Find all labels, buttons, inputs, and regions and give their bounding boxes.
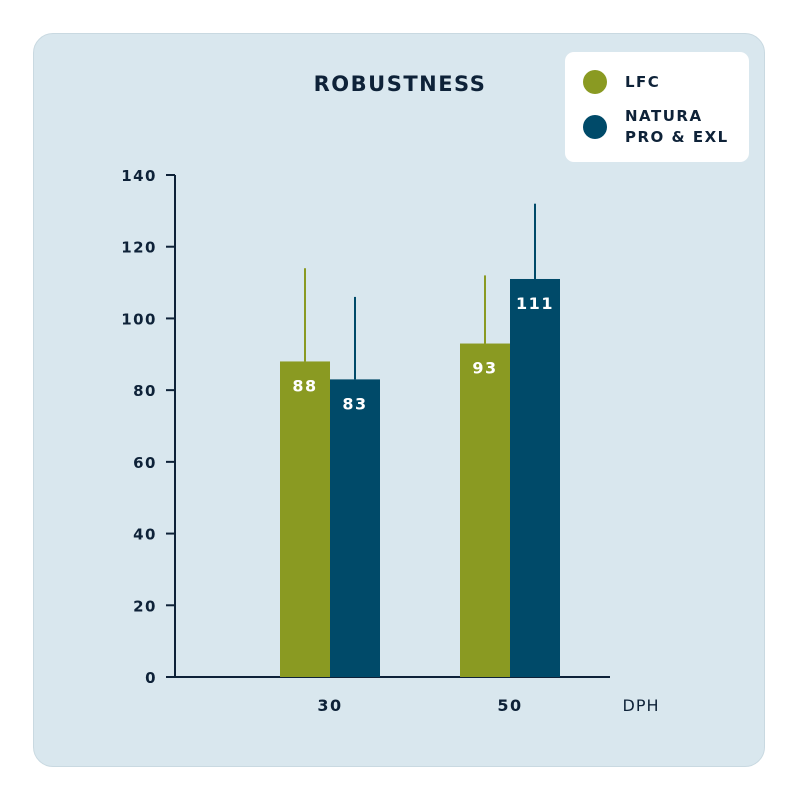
bar-natura-50 [510, 278, 560, 677]
chart-title: ROBUSTNESS [313, 72, 487, 96]
legend-swatch-lfc [583, 70, 607, 94]
bar-lfc-30 [280, 361, 330, 677]
legend-item-lfc: LFC [583, 70, 660, 94]
y-tick-label: 120 [121, 239, 157, 257]
data-label-lfc-50: 93 [472, 359, 497, 378]
legend-item-natura: NATURA PRO & EXL [583, 106, 729, 148]
legend: LFC NATURA PRO & EXL [565, 52, 749, 162]
legend-label-natura: NATURA PRO & EXL [625, 107, 729, 146]
y-tick-label: 100 [121, 310, 157, 328]
x-tick-label: 50 [497, 696, 522, 715]
x-axis-label: DPH [623, 696, 660, 715]
y-tick-label: 80 [133, 382, 157, 400]
bar-lfc-50 [460, 343, 510, 677]
bar-natura-30 [330, 379, 380, 677]
y-tick-label: 0 [145, 669, 157, 687]
y-tick-label: 140 [121, 167, 157, 185]
x-tick-label: 30 [317, 696, 342, 715]
y-tick-label: 40 [133, 526, 157, 544]
legend-swatch-natura [583, 115, 607, 139]
data-label-lfc-30: 88 [292, 376, 317, 395]
legend-label-lfc: LFC [625, 72, 661, 91]
data-label-natura-50: 111 [516, 294, 554, 313]
data-label-natura-30: 83 [342, 394, 367, 413]
y-tick-label: 60 [133, 454, 157, 472]
y-tick-label: 20 [133, 597, 157, 615]
